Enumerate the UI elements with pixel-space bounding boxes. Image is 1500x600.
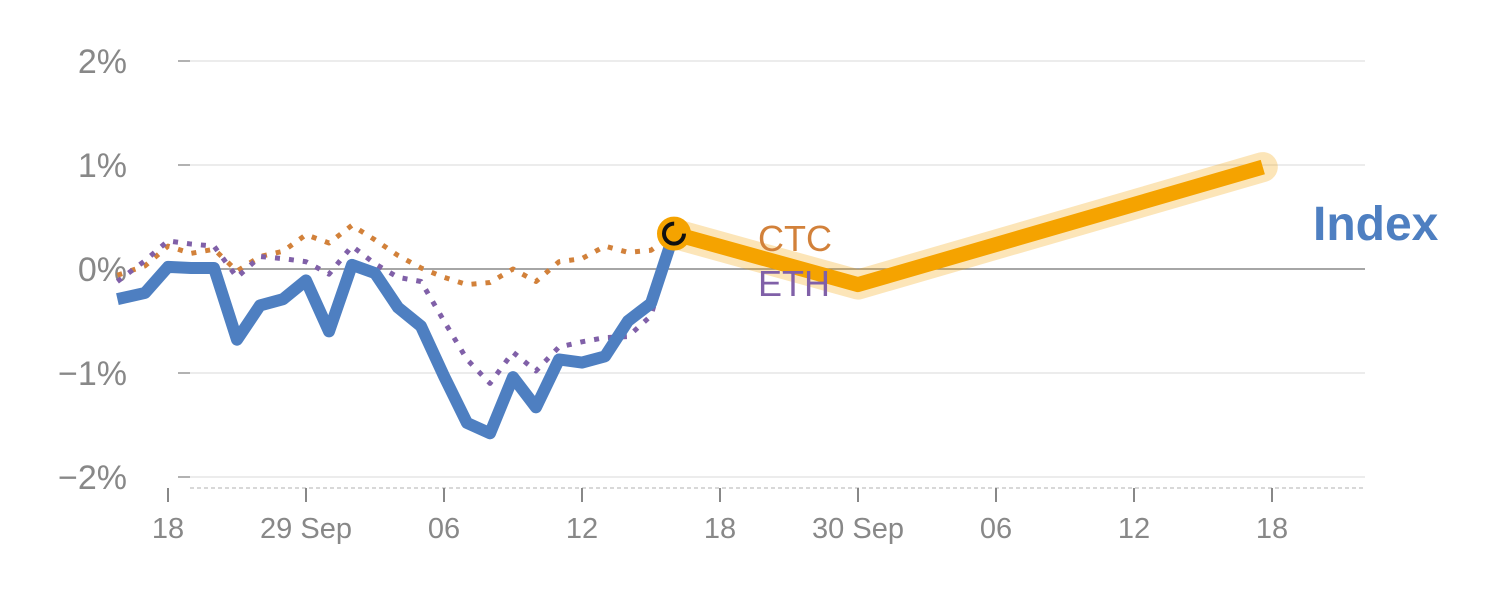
eth-label: ETH [758,263,830,304]
eth-series-line [115,232,677,386]
x-tick-label: 06 [980,513,1012,545]
y-tick-label: −1% [58,355,127,393]
x-tick-label: 18 [1256,513,1288,545]
y-tick-label: 1% [78,147,127,185]
ctc-series-line [116,222,676,288]
x-tick-label: 29 Sep [260,513,352,545]
y-tick-label: −2% [58,459,127,497]
x-tick-label: 12 [566,513,598,545]
current-value-marker-ring [662,221,686,246]
x-tick-label: 06 [428,513,460,545]
index-series-line [116,231,680,440]
forecast-line [671,159,1265,293]
y-tick-label: 2% [78,43,127,81]
x-tick-label: 18 [152,513,184,545]
x-tick-label: 18 [704,513,736,545]
x-tick-label: 30 Sep [812,513,904,545]
ctc-label: CTC [758,218,832,259]
x-tick-label: 12 [1118,513,1150,545]
index-label: Index [1313,198,1439,251]
y-tick-label: 0% [78,251,127,289]
